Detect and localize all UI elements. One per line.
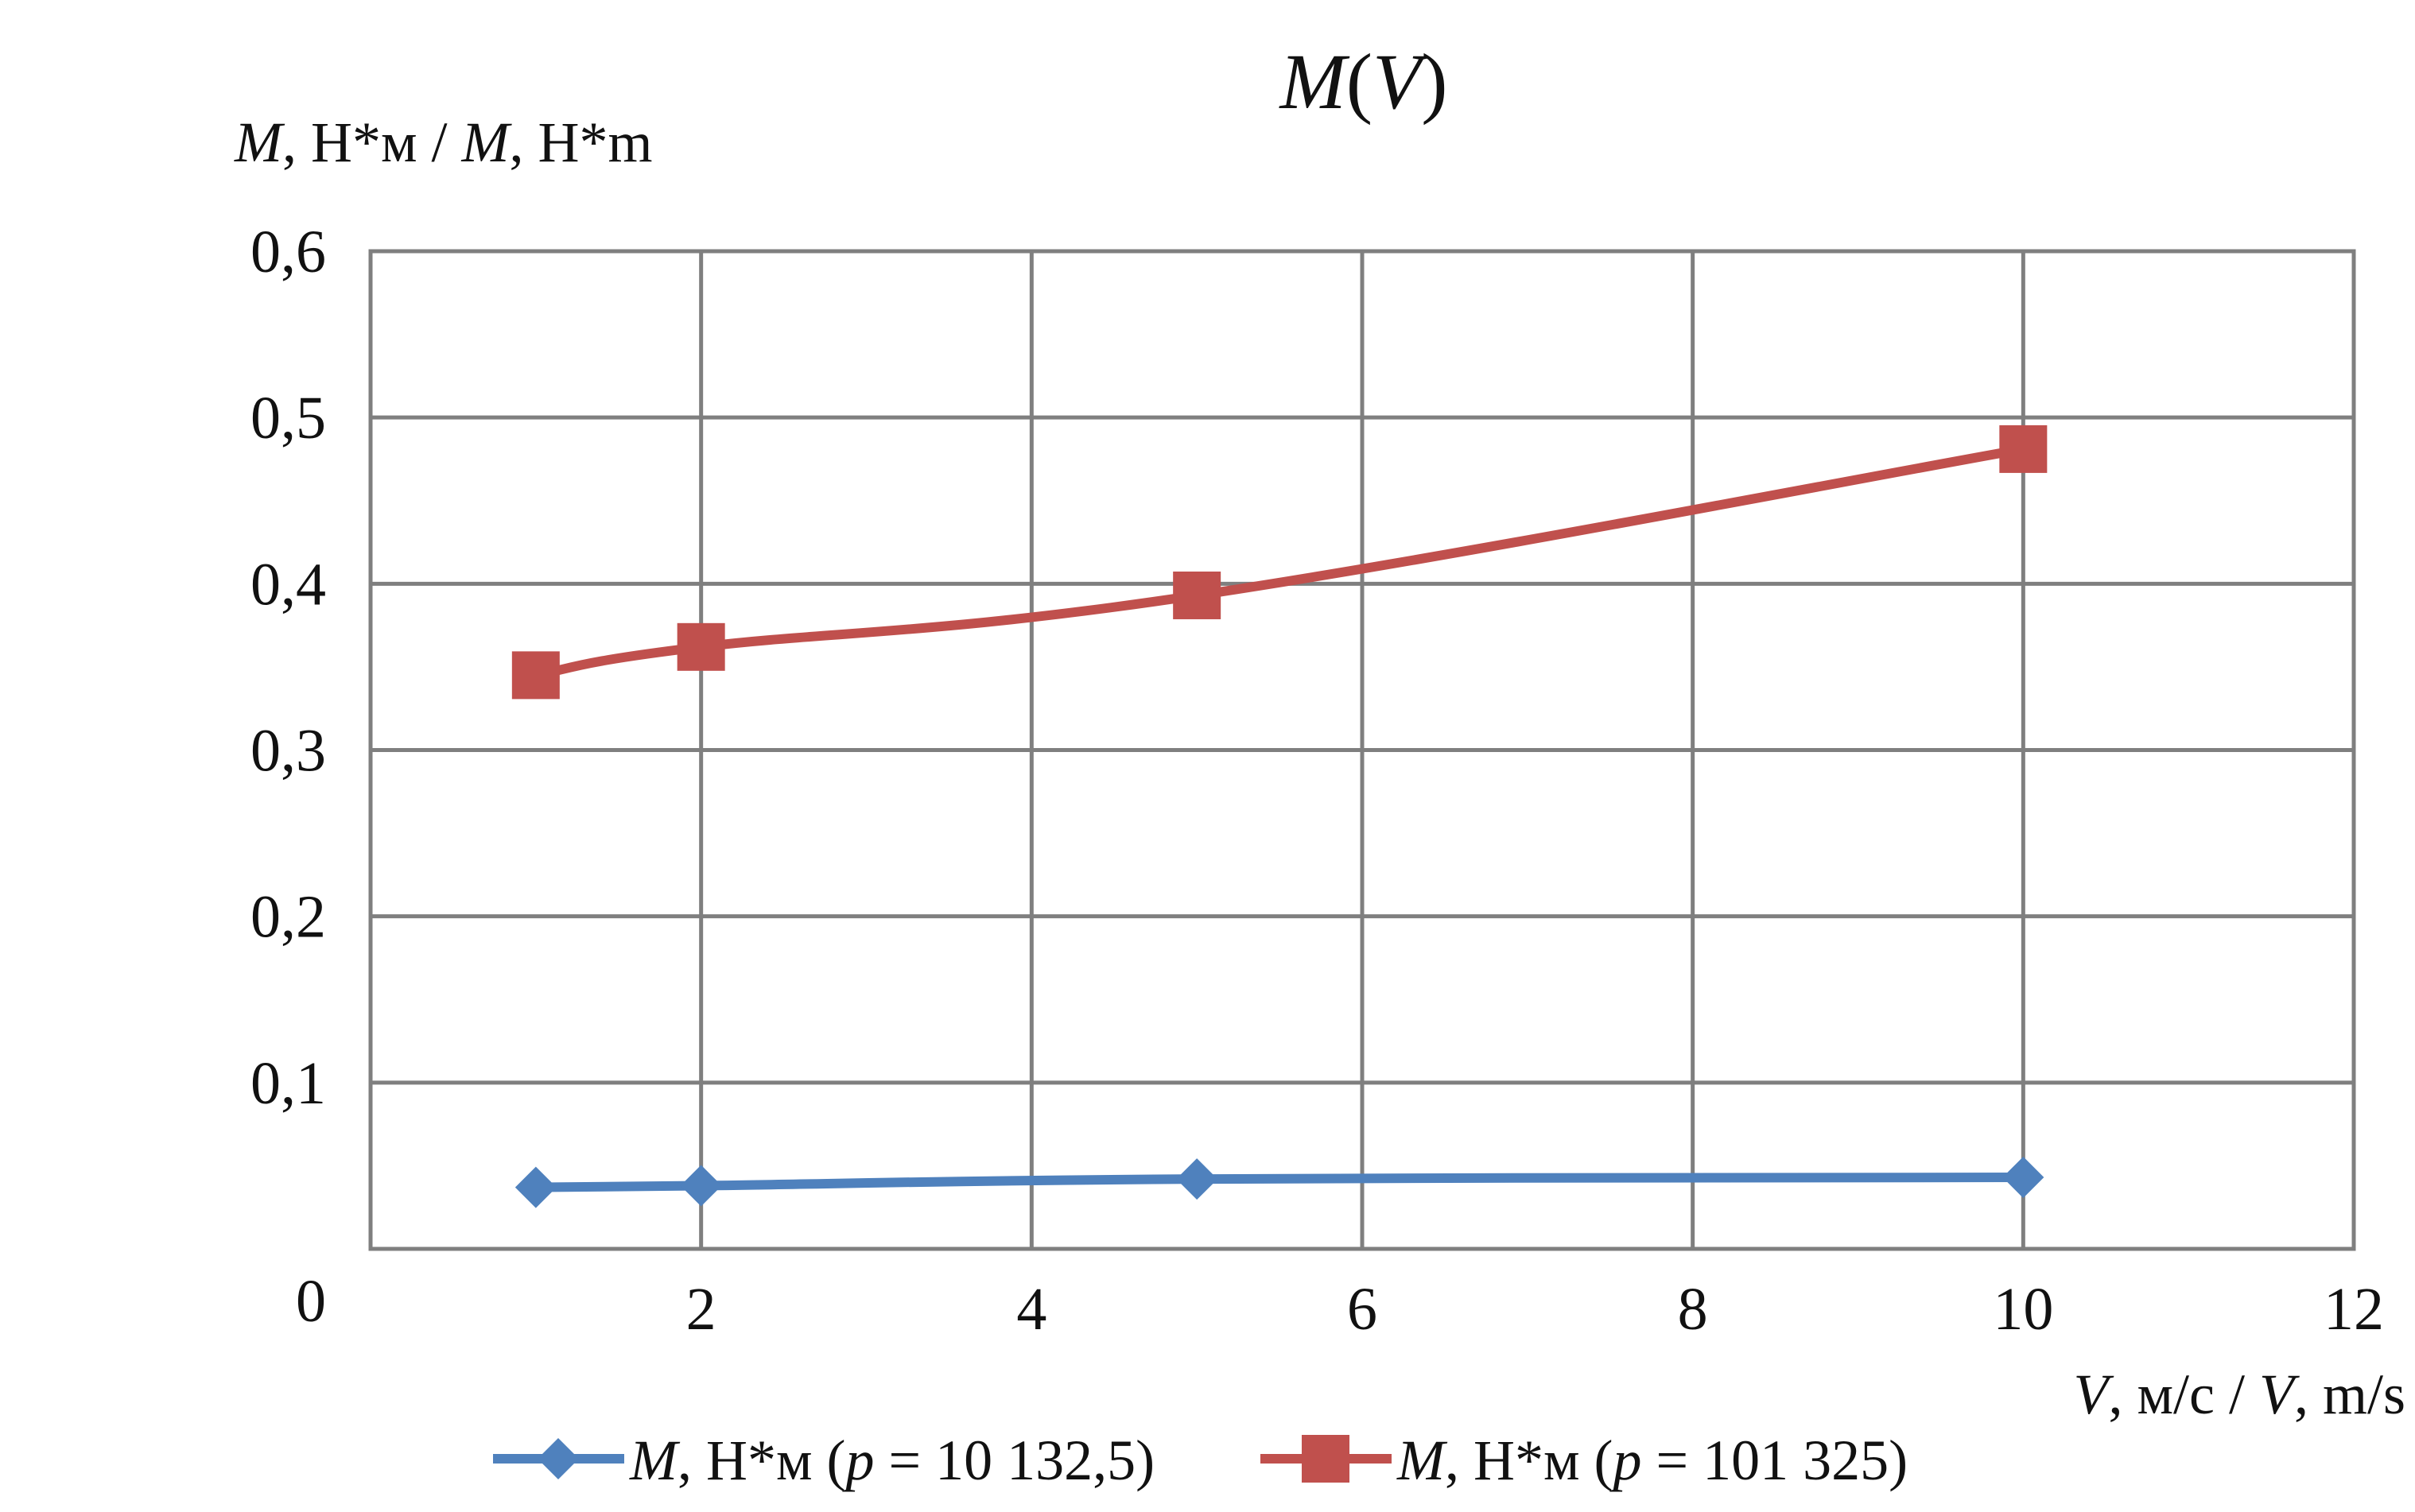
y-axis-label: M, Н*м / M, Н*m — [234, 110, 653, 174]
y-tick-label: 0,1 — [250, 1050, 326, 1117]
series-1-line — [530, 1173, 2029, 1192]
x-tick-label: 6 — [1347, 1276, 1377, 1343]
x-tick-label: 0 — [296, 1268, 326, 1335]
grid-lines — [371, 249, 2354, 1249]
x-axis-ticks: 0 2 4 6 8 10 12 — [296, 1268, 2384, 1343]
legend-label: M, Н*м (p = 101 325) — [1396, 1429, 1908, 1492]
x-tick-label: 8 — [1678, 1276, 1708, 1343]
legend-item-2: M, Н*м (p = 101 325) — [1260, 1429, 1908, 1492]
y-tick-label: 0,3 — [250, 718, 326, 785]
x-axis-label: V, м/с / V, m/s — [2073, 1363, 2405, 1426]
legend-square-marker — [1302, 1435, 1349, 1483]
chart-title: M(V) — [1278, 37, 1447, 126]
series-2-line — [530, 444, 2029, 680]
x-tick-label: 12 — [2324, 1276, 2384, 1343]
legend-diamond-marker — [538, 1438, 579, 1479]
legend-label: M, Н*м (p = 10 132,5) — [629, 1429, 1155, 1492]
x-tick-label: 10 — [1993, 1276, 2053, 1343]
data-point — [1999, 425, 2048, 473]
y-tick-label: 0,2 — [250, 884, 326, 951]
legend-item-1: M, Н*м (p = 10 132,5) — [493, 1429, 1155, 1492]
data-point — [2002, 1157, 2044, 1199]
y-tick-label: 0,4 — [250, 551, 326, 618]
x-tick-label: 4 — [1016, 1276, 1046, 1343]
series-1 — [514, 1157, 2044, 1208]
y-tick-label: 0,5 — [250, 385, 326, 452]
data-point — [1176, 1158, 1218, 1200]
data-point — [677, 622, 725, 671]
legend: M, Н*м (p = 10 132,5) M, Н*м (p = 101 325… — [493, 1429, 1908, 1492]
y-tick-label: 0,6 — [250, 219, 326, 285]
series-layer — [511, 425, 2048, 1208]
x-tick-label: 2 — [686, 1276, 716, 1343]
data-point — [514, 1166, 557, 1208]
data-point — [1173, 571, 1221, 619]
data-point — [680, 1165, 722, 1207]
y-axis-ticks: 0,1 0,2 0,3 0,4 0,5 0,6 — [250, 219, 326, 1117]
data-point — [511, 651, 560, 700]
series-2 — [511, 425, 2048, 700]
